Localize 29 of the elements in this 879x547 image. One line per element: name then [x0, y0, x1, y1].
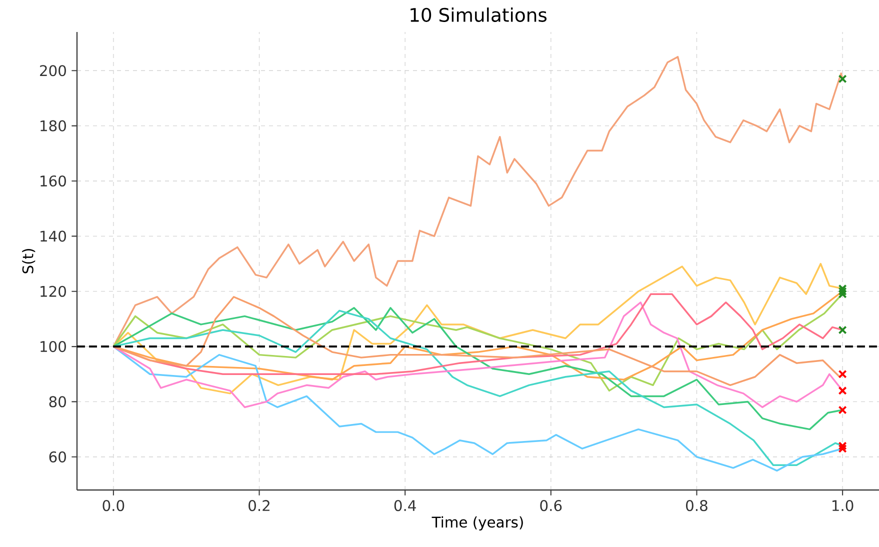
line-series [112, 307, 844, 430]
x-axis-title: Time (years) [432, 516, 523, 530]
x-tick-label: 0.0 [102, 500, 124, 512]
y-tick-label: 60 [49, 451, 66, 462]
point [838, 326, 847, 334]
y-tick-label: 80 [49, 396, 66, 408]
y-tick-label: 140 [40, 230, 66, 242]
y-tick-label: 160 [40, 175, 66, 187]
x-tick-label: 0.6 [540, 500, 562, 512]
y-axis-title: S(t) [22, 249, 36, 274]
y-tick-label: 120 [40, 286, 66, 297]
chart-title: 10 Simulations [410, 8, 547, 22]
y-tick-label: 180 [40, 120, 66, 132]
point [838, 386, 847, 395]
point [838, 74, 847, 84]
x-tick-label: 0.4 [394, 500, 416, 512]
y-tick-label: 100 [40, 340, 66, 352]
line-series [112, 56, 844, 348]
point [838, 442, 847, 450]
x-tick-label: 0.8 [686, 500, 708, 512]
x-tick-label: 1.0 [832, 500, 854, 512]
point [838, 284, 847, 293]
point [838, 287, 847, 296]
point [838, 370, 847, 378]
y-tick-label: 200 [40, 65, 66, 76]
line-series [112, 302, 844, 408]
point [838, 406, 847, 414]
point [838, 444, 847, 453]
x-tick-label: 0.2 [248, 500, 270, 512]
